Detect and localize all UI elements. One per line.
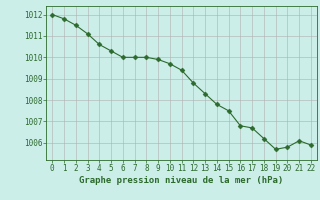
X-axis label: Graphe pression niveau de la mer (hPa): Graphe pression niveau de la mer (hPa) <box>79 176 284 185</box>
